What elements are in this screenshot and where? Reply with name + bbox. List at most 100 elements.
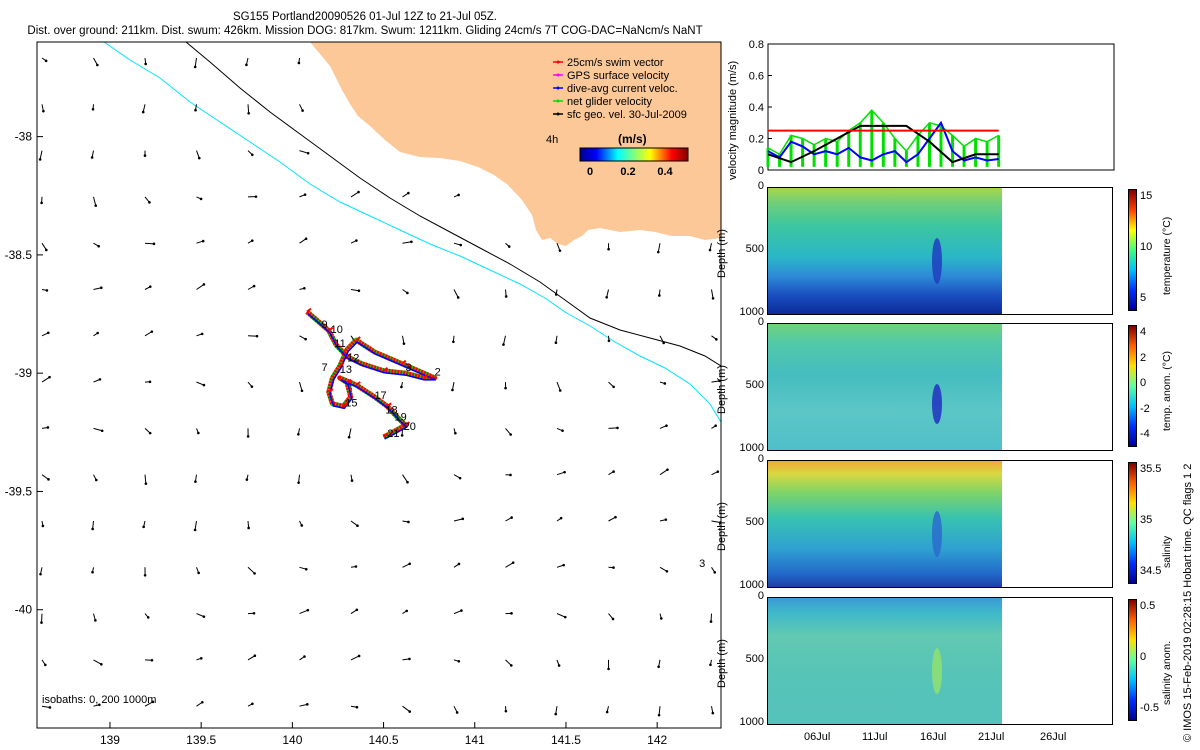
velocity-vector (299, 150, 309, 154)
colorbar-tick: 34.5 (1140, 565, 1162, 577)
speed-colorbar (579, 147, 689, 162)
swim-vector (382, 433, 389, 438)
velocity-vector-head (563, 470, 566, 474)
velocity-vector-head (300, 524, 304, 527)
velocity-vector-head (711, 297, 715, 300)
velocity-ylabel: velocity magnitude (m/s) (727, 60, 739, 180)
day-label: 2 (435, 367, 441, 379)
section-salinity (767, 460, 1113, 588)
velocity-vector-head (558, 389, 562, 392)
colorbar-tick: 35.5 (1140, 463, 1162, 475)
section-y-tick: 1000 (739, 442, 764, 454)
colorbar-tick: 5 (1140, 292, 1147, 304)
velocity-vector-head (41, 524, 45, 528)
day-label: 19 (395, 411, 407, 423)
velocity-vector (144, 474, 147, 484)
section-data-fill (768, 188, 1002, 314)
chart-subtitle: Dist. over ground: 211km. Dist. swum: 42… (27, 25, 703, 37)
swim-vector-track (305, 309, 438, 440)
velocity-vector-head (306, 151, 310, 155)
legend-label: 25cm/s swim vector (567, 57, 664, 69)
y-tick-label: -38 (15, 130, 33, 144)
velocity-vector-head (457, 193, 460, 197)
velocity-vector-head (143, 154, 147, 157)
velocity-y-label: 0.4 (749, 102, 764, 114)
colorbar-tick: -4 (1140, 428, 1150, 440)
velocity-vector-head (148, 380, 152, 384)
velocity-vector-head (90, 156, 94, 159)
velocity-vector-head (98, 378, 102, 381)
velocity-vector-head (402, 342, 406, 345)
velocity-vector-head (400, 434, 404, 437)
velocity-vector-head (458, 476, 462, 480)
velocity-vector (298, 474, 300, 483)
velocity-vector (451, 382, 455, 391)
velocity-vector-head (357, 289, 361, 293)
colorbar-tick: 0.5 (1140, 600, 1156, 612)
legend-marker (556, 60, 560, 64)
velocity-vector-head (39, 572, 42, 576)
legend-marker (556, 99, 560, 103)
isobath-1000 (185, 42, 721, 367)
colorbar-tick: 4 (1140, 326, 1147, 338)
velocity-vector-head (406, 480, 409, 484)
section-y-tick: 1000 (739, 579, 764, 591)
velocity-vector-head (297, 61, 301, 65)
section-temperature (767, 187, 1113, 315)
velocity-y-label: 0.6 (749, 71, 764, 83)
velocity-vector-head (151, 700, 155, 704)
velocity-vector-head (452, 340, 455, 344)
velocity-vector-head (94, 478, 98, 482)
x-tick-label: 140.5 (369, 733, 399, 747)
velocity-vector-head (507, 245, 511, 248)
velocity-vector-head (150, 658, 154, 662)
velocity-vector-head (355, 705, 359, 709)
colorbar-label: temperature (°C) (1161, 216, 1173, 295)
velocity-vector-head (554, 293, 558, 296)
velocity-vector (711, 289, 714, 299)
velocity-vector-head (91, 527, 94, 531)
velocity-vector-head (305, 703, 309, 706)
time-tick-label: 16Jul (920, 731, 947, 743)
velocity-vector-head (94, 619, 97, 622)
velocity-vector-head (197, 431, 200, 435)
velocity-vector (92, 520, 94, 530)
velocity-vector-head (455, 711, 459, 714)
section-y-tick: 500 (745, 379, 764, 391)
velocity-vector-head (405, 609, 408, 613)
swim-vector (342, 402, 349, 408)
velocity-vector-head (459, 243, 463, 247)
velocity-vector-head (563, 615, 567, 619)
velocity-vector (502, 335, 506, 345)
velocity-vector-head (356, 524, 359, 528)
section-data-fill (768, 598, 1002, 724)
velocity-vector-head (408, 657, 411, 661)
velocity-vector-head (40, 201, 43, 205)
velocity-vector-head (554, 341, 558, 345)
velocity-vector-head (246, 435, 250, 438)
velocity-vector-head (197, 571, 200, 575)
y-tick-label: -40 (15, 603, 33, 617)
velocity-vector-head (460, 609, 463, 612)
velocity-vector-head (554, 712, 558, 716)
swim-vector (306, 307, 312, 313)
velocity-vector-head (40, 621, 43, 624)
velocity-vector-head (48, 706, 52, 709)
velocity-vector-head (202, 383, 206, 387)
velocity-vector-head (664, 518, 668, 521)
colorbar-tick: 0.2 (620, 166, 635, 178)
velocity-vector-head (44, 663, 47, 667)
section-colorbar (1128, 325, 1137, 447)
swim-vector (355, 336, 361, 341)
velocity-vector-head (718, 379, 721, 383)
velocity-vector (93, 287, 102, 290)
swim-vector (404, 421, 411, 427)
velocity-vector-head (611, 617, 615, 621)
isobath-note: isobaths: 0, 200 1000m (42, 694, 156, 706)
section-salinity-anomaly (767, 597, 1113, 725)
velocity-vector (299, 703, 308, 707)
swim-vector (401, 359, 407, 365)
velocity-vector-head (709, 663, 712, 667)
